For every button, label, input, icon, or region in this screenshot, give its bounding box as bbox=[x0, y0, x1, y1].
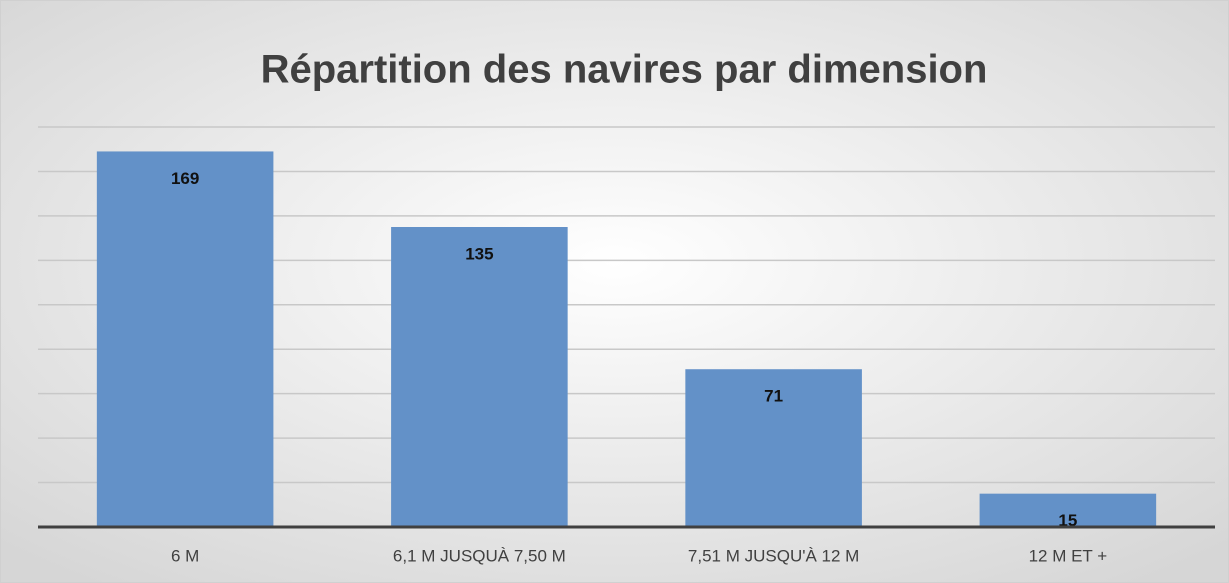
x-tick-label: 6 M bbox=[171, 546, 199, 565]
data-label: 169 bbox=[171, 169, 199, 188]
bar bbox=[96, 151, 274, 527]
data-label: 15 bbox=[1058, 511, 1077, 530]
bar bbox=[391, 227, 568, 527]
x-tick-label: 6,1 M JUSQUÀ 7,50 M bbox=[393, 546, 566, 565]
data-label: 71 bbox=[764, 387, 783, 406]
x-tick-label: 12 M ET + bbox=[1029, 546, 1108, 565]
bar bbox=[979, 493, 1157, 527]
x-tick-label: 7,51 M JUSQU'À 12 M bbox=[688, 546, 859, 565]
data-label: 135 bbox=[465, 244, 493, 263]
chart-title: Répartition des navires par dimension bbox=[261, 48, 988, 92]
bar bbox=[685, 369, 862, 527]
